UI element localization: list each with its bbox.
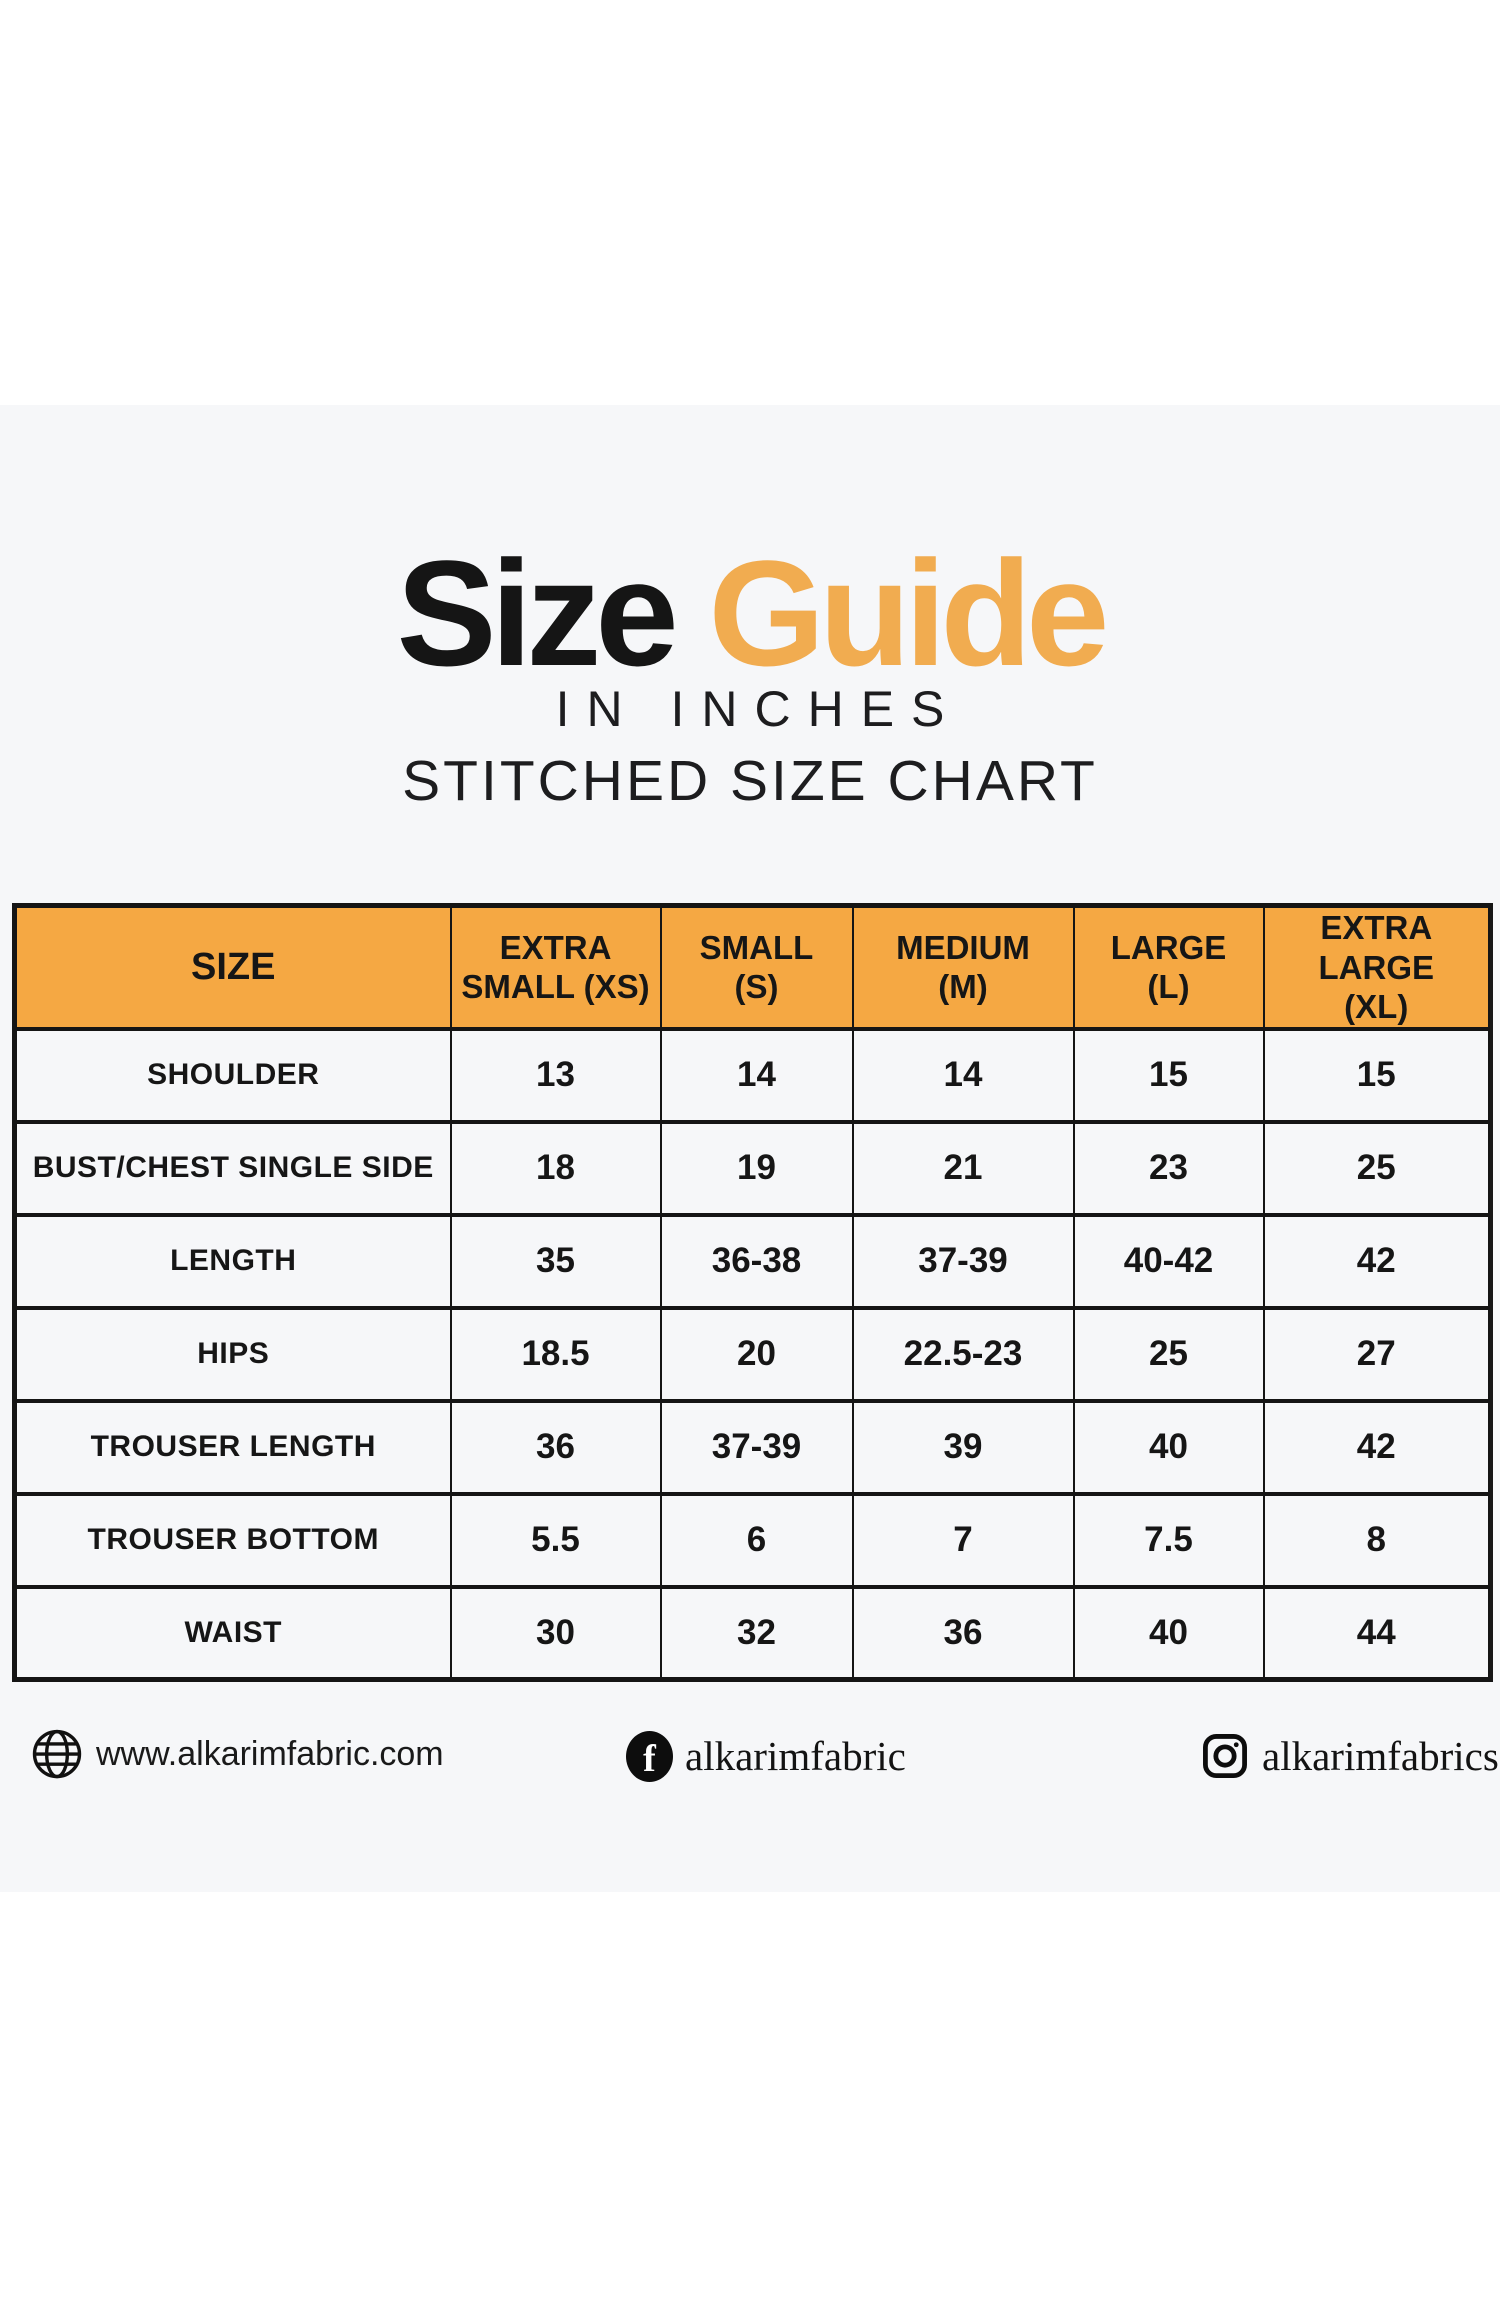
value-cell: 36 (851, 1584, 1075, 1682)
value-cell: 15 (1262, 1026, 1492, 1124)
table-row-hips: HIPS 18.5 20 22.5-23 25 27 (13, 1305, 1492, 1403)
subtitle-stitched-size-chart: STITCHED SIZE CHART (402, 749, 1098, 813)
value-cell: 7.5 (1072, 1491, 1265, 1589)
row-label: TROUSER LENGTH (13, 1398, 452, 1496)
value-cell: 23 (1072, 1119, 1265, 1217)
value-cell: 7 (851, 1491, 1075, 1589)
table-row-waist: WAIST 30 32 36 40 44 (13, 1584, 1492, 1682)
header-cell-size: SIZE (13, 903, 452, 1031)
value-cell: 6 (659, 1491, 854, 1589)
value-cell: 40 (1072, 1398, 1265, 1496)
table-row-bust-chest: BUST/CHEST SINGLE SIDE 18 19 21 23 25 (13, 1119, 1492, 1217)
value-cell: 39 (851, 1398, 1075, 1496)
facebook-icon: f (626, 1730, 673, 1782)
table-header-row: SIZE EXTRA SMALL (XS) SMALL (S) MEDIUM (… (13, 903, 1492, 1031)
facebook-handle: alkarimfabric (685, 1733, 906, 1779)
value-cell: 37-39 (659, 1398, 854, 1496)
value-cell: 30 (449, 1584, 662, 1682)
table-row-trouser-length: TROUSER LENGTH 36 37-39 39 40 42 (13, 1398, 1492, 1496)
row-label: SHOULDER (13, 1026, 452, 1124)
value-cell: 25 (1262, 1119, 1492, 1217)
value-cell: 37-39 (851, 1212, 1075, 1310)
title-word-guide: Guide (708, 529, 1109, 697)
subtitle-in-inches: IN INCHES (555, 681, 962, 737)
instagram-handle: alkarimfabrics (1262, 1733, 1499, 1779)
value-cell: 5.5 (449, 1491, 662, 1589)
value-cell: 44 (1262, 1584, 1492, 1682)
instagram-icon (1200, 1731, 1250, 1781)
row-label: BUST/CHEST SINGLE SIDE (13, 1119, 452, 1217)
title-word-size: Size (396, 529, 679, 697)
value-cell: 13 (449, 1026, 662, 1124)
value-cell: 22.5-23 (851, 1305, 1075, 1403)
row-label: LENGTH (13, 1212, 452, 1310)
footer-website: www.alkarimfabric.com (30, 1726, 444, 1782)
header-cell-small: SMALL (S) (659, 903, 854, 1031)
header-cell-extra-small: EXTRA SMALL (XS) (449, 903, 662, 1031)
row-label: WAIST (13, 1584, 452, 1682)
value-cell: 14 (659, 1026, 854, 1124)
value-cell: 40-42 (1072, 1212, 1265, 1310)
value-cell: 8 (1262, 1491, 1492, 1589)
value-cell: 20 (659, 1305, 854, 1403)
size-chart-table: SIZE EXTRA SMALL (XS) SMALL (S) MEDIUM (… (12, 903, 1493, 1683)
value-cell: 42 (1262, 1398, 1492, 1496)
value-cell: 21 (851, 1119, 1075, 1217)
value-cell: 27 (1262, 1305, 1492, 1403)
table-row-shoulder: SHOULDER 13 14 14 15 15 (13, 1026, 1492, 1124)
header-cell-medium: MEDIUM (M) (851, 903, 1075, 1031)
footer-instagram: alkarimfabrics (1200, 1728, 1499, 1784)
row-label: TROUSER BOTTOM (13, 1491, 452, 1589)
value-cell: 35 (449, 1212, 662, 1310)
value-cell: 15 (1072, 1026, 1265, 1124)
page-title: Size Guide (0, 538, 1500, 688)
footer-facebook: f alkarimfabric (626, 1728, 906, 1784)
value-cell: 42 (1262, 1212, 1492, 1310)
row-label: HIPS (13, 1305, 452, 1403)
value-cell: 32 (659, 1584, 854, 1682)
globe-icon (30, 1727, 84, 1781)
value-cell: 36 (449, 1398, 662, 1496)
value-cell: 18.5 (449, 1305, 662, 1403)
table-row-length: LENGTH 35 36-38 37-39 40-42 42 (13, 1212, 1492, 1310)
table-row-trouser-bottom: TROUSER BOTTOM 5.5 6 7 7.5 8 (13, 1491, 1492, 1589)
value-cell: 14 (851, 1026, 1075, 1124)
value-cell: 18 (449, 1119, 662, 1217)
value-cell: 40 (1072, 1584, 1265, 1682)
value-cell: 25 (1072, 1305, 1265, 1403)
header-cell-large: LARGE (L) (1072, 903, 1265, 1031)
value-cell: 19 (659, 1119, 854, 1217)
website-url: www.alkarimfabric.com (96, 1734, 444, 1773)
header-cell-extra-large: EXTRA LARGE (XL) (1262, 903, 1492, 1031)
value-cell: 36-38 (659, 1212, 854, 1310)
